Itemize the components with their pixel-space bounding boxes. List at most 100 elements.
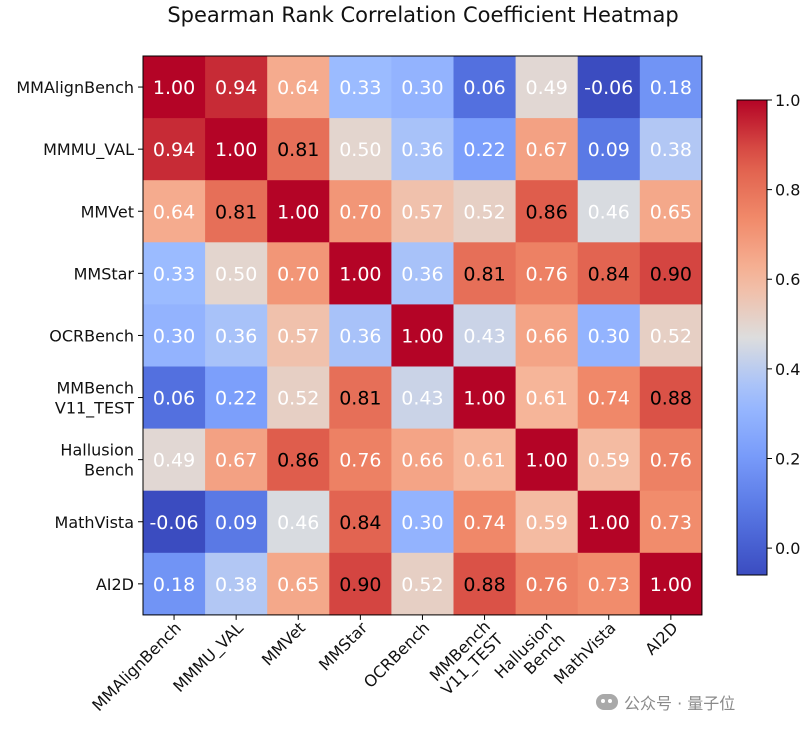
cell-value-label: 0.94 [215,77,257,99]
cell-value-label: 0.52 [463,201,505,223]
heatmap-cell [391,552,454,616]
cell-value-label: 0.57 [401,201,443,223]
cell-value-label: 0.88 [463,574,505,596]
heatmap-cell [205,304,268,367]
cell-value-label: 0.49 [153,450,195,472]
heatmap-cell [205,366,268,430]
wechat-icon [596,694,618,710]
cell-value-label: 0.84 [588,263,630,285]
cell-value-label: 0.18 [153,574,195,596]
heatmap-cell [577,180,641,243]
heatmap-cell [515,242,579,305]
heatmap-cell [453,56,517,119]
heatmap-cell [453,552,517,616]
heatmap-cell [515,552,579,616]
heatmap-cell [577,118,641,181]
heatmap-cell [329,56,392,119]
column-label: MMAlignBench [88,618,185,715]
heatmap-cell [143,552,206,616]
cell-value-label: 0.90 [339,574,381,596]
heatmap-cell [515,118,579,181]
cell-value-label: 0.30 [401,512,443,534]
column-label: MMVet [258,618,309,669]
colorbar-tick-label: 0.8 [775,181,800,200]
cell-value-label: 0.46 [277,512,319,534]
heatmap-cell [205,552,268,616]
cell-value-label: 0.09 [588,139,630,161]
cell-value-label: 0.33 [339,77,381,99]
heatmap-cell [329,304,392,367]
heatmap-cell [391,304,454,367]
heatmap-cell [391,56,454,119]
heatmap-cell [639,242,703,305]
watermark: 公众号 · 量子位 [596,690,735,714]
row-label: OCRBench [49,326,134,345]
cell-value-label: 0.70 [277,263,319,285]
heatmap-cell [205,118,268,181]
heatmap-cell [329,180,392,243]
row-label: MMMU_VAL [43,140,134,160]
heatmap-cell [267,242,330,305]
heatmap-grid: 1.00 0.94 0.64 0.33 0.30 0.06 0.49 -0.06 0.18 0.9… [142,55,703,616]
heatmap-cell [577,56,641,119]
cell-value-label: 0.52 [401,574,443,596]
heatmap-cell [453,490,517,554]
cell-value-label: 0.66 [525,325,567,347]
cell-value-label: 0.81 [277,139,319,161]
heatmap-cell [639,180,703,243]
cell-value-label: 0.57 [277,325,319,347]
cell-value-label: 1.00 [215,139,257,161]
heatmap-cell [143,242,206,305]
cell-value-label: 0.76 [339,450,381,472]
cell-value-label: 0.76 [525,263,567,285]
heatmap-cell [391,242,454,305]
cell-value-label: 0.06 [463,77,505,99]
cell-value-label: 0.66 [401,450,443,472]
heatmap-cell [267,304,330,367]
cell-value-label: 0.65 [277,574,319,596]
heatmap-cell [329,118,392,181]
cell-value-label: 0.76 [525,574,567,596]
heatmap-cell [577,552,641,616]
cell-value-label: 0.84 [339,512,381,534]
heatmap-cell [267,552,330,616]
heatmap-cell [143,490,206,554]
heatmap-cell [267,428,330,492]
cell-value-label: 0.70 [339,201,381,223]
heatmap-cell [267,56,330,119]
cell-value-label: 0.30 [588,325,630,347]
heatmap-cell [639,428,703,492]
heatmap-cell [205,490,268,554]
heatmap-cell [515,428,579,492]
cell-value-label: 0.43 [463,325,505,347]
heatmap-cell [515,366,579,430]
heatmap-cell [205,428,268,492]
cell-value-label: 1.00 [339,263,381,285]
cell-value-label: 0.81 [463,263,505,285]
column-label: HallusionBench [491,617,569,695]
heatmap-cell [205,180,268,243]
column-label: MMBenchV11_TEST [425,617,508,700]
row-label: MathVista [55,513,134,532]
cell-value-label: 0.74 [588,388,630,410]
heatmap-cell [453,428,517,492]
cell-value-label: 1.00 [153,77,195,99]
colorbar-tick-label: 0.6 [775,270,800,289]
column-label: MMStar [315,618,371,674]
heatmap-cell [391,118,454,181]
heatmap-cell [453,366,517,430]
cell-value-label: 0.86 [525,201,567,223]
heatmap-cell [143,304,206,367]
cell-value-label: 0.86 [277,450,319,472]
heatmap-cell [267,490,330,554]
heatmap-cell [143,118,206,181]
heatmap-cell [143,180,206,243]
row-label: Hallusion Bench [60,441,134,480]
heatmap-cell [577,242,641,305]
column-label: OCRBench [360,618,433,691]
cell-value-label: 0.36 [401,263,443,285]
cell-value-label: 0.88 [650,388,692,410]
colorbar-tick-label: 1.0 [775,91,800,110]
row-label: MMAlignBench [16,78,134,97]
cell-value-label: 0.38 [650,139,692,161]
